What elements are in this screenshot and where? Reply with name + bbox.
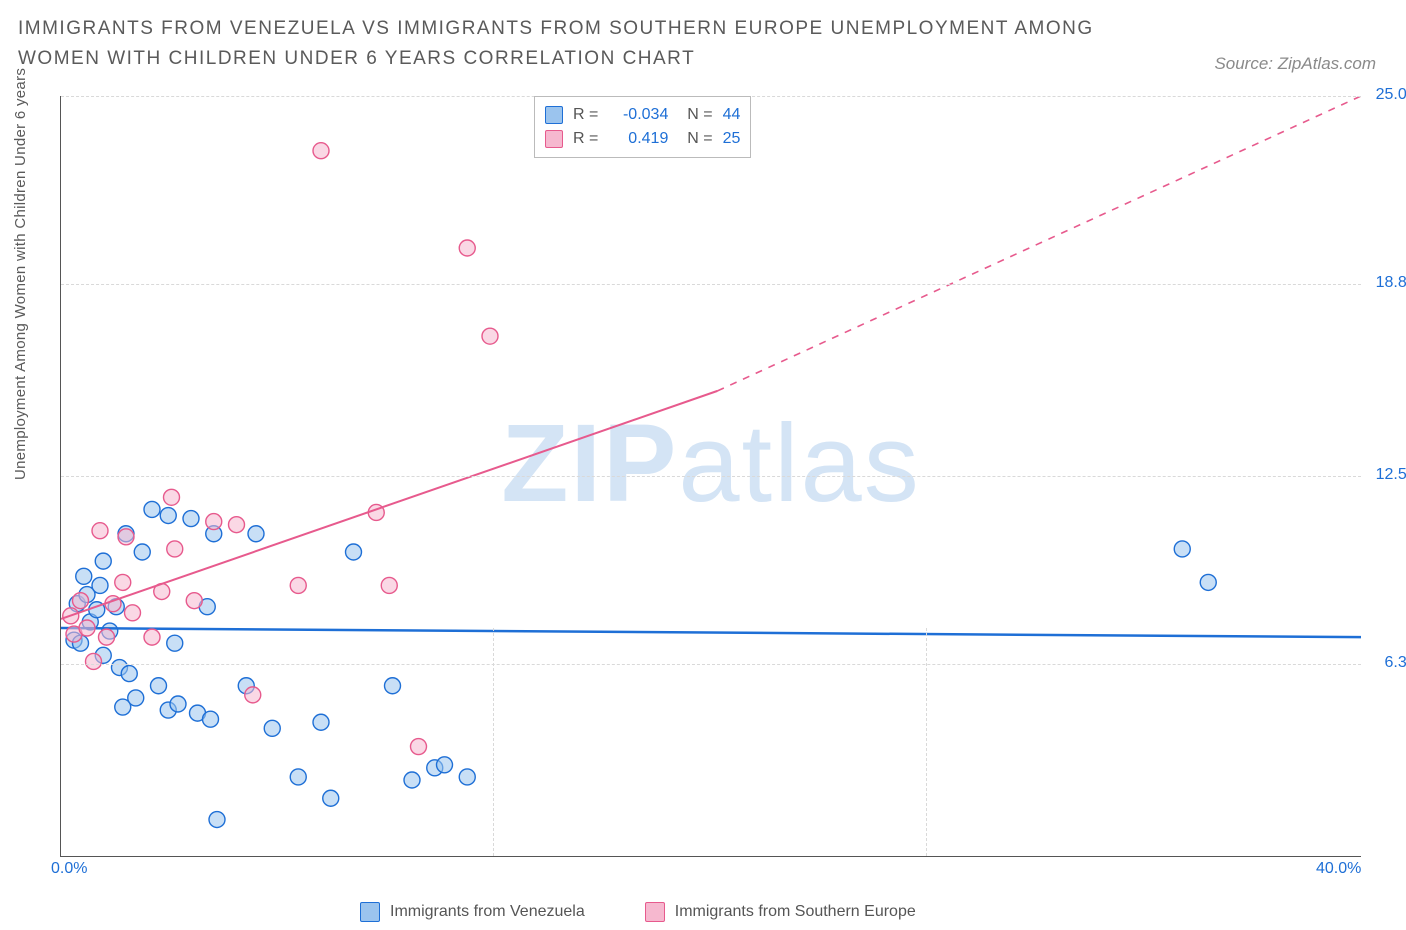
stat-value-n: 44 <box>723 103 741 127</box>
stats-swatch-icon <box>545 106 563 124</box>
data-point <box>1174 541 1190 557</box>
data-point <box>459 769 475 785</box>
data-point <box>134 544 150 560</box>
data-point <box>118 529 134 545</box>
gridline-vertical <box>926 628 927 856</box>
data-point <box>167 635 183 651</box>
x-tick-label: 40.0% <box>1316 860 1361 878</box>
data-point <box>323 790 339 806</box>
data-point <box>125 605 141 621</box>
data-point <box>167 541 183 557</box>
chart-figure: IMMIGRANTS FROM VENEZUELA VS IMMIGRANTS … <box>0 0 1406 930</box>
data-point <box>459 240 475 256</box>
data-point <box>206 514 222 530</box>
data-point <box>411 739 427 755</box>
gridline-horizontal <box>61 476 1361 477</box>
data-point <box>248 526 264 542</box>
y-tick-label: 25.0% <box>1376 86 1406 104</box>
data-point <box>229 517 245 533</box>
data-point <box>76 568 92 584</box>
data-point <box>79 620 95 636</box>
data-point <box>313 714 329 730</box>
legend-swatch-icon <box>645 902 665 922</box>
data-point <box>92 523 108 539</box>
chart-title: IMMIGRANTS FROM VENEZUELA VS IMMIGRANTS … <box>18 14 1108 75</box>
regression-line <box>61 628 1361 637</box>
data-point <box>437 757 453 773</box>
x-tick-label: 0.0% <box>51 860 87 878</box>
stat-value-n: 25 <box>723 127 741 151</box>
data-point <box>170 696 186 712</box>
legend-label: Immigrants from Southern Europe <box>675 903 916 921</box>
source-credit: Source: ZipAtlas.com <box>1214 54 1376 74</box>
data-point <box>209 812 225 828</box>
data-point <box>121 666 137 682</box>
stats-row: R = 0.419 N = 25 <box>545 127 740 151</box>
data-point <box>144 629 160 645</box>
legend-swatch-icon <box>360 902 380 922</box>
stats-swatch-icon <box>545 130 563 148</box>
data-point <box>186 593 202 609</box>
y-tick-label: 12.5% <box>1376 466 1406 484</box>
gridline-horizontal <box>61 284 1361 285</box>
data-point <box>404 772 420 788</box>
data-point <box>144 501 160 517</box>
legend-label: Immigrants from Venezuela <box>390 903 585 921</box>
legend-item-southern-europe: Immigrants from Southern Europe <box>645 902 916 922</box>
y-axis-label: Unemployment Among Women with Children U… <box>12 68 29 480</box>
data-point <box>313 143 329 159</box>
stats-row: R = -0.034 N = 44 <box>545 103 740 127</box>
stat-value-r: 0.419 <box>608 127 668 151</box>
stat-label-r: R = <box>573 103 598 127</box>
data-point <box>160 508 176 524</box>
y-tick-label: 18.8% <box>1376 274 1406 292</box>
data-point <box>99 629 115 645</box>
data-point <box>1200 574 1216 590</box>
data-point <box>482 328 498 344</box>
correlation-stats-box: R = -0.034 N = 44 R = 0.419 N = 25 <box>534 96 751 158</box>
stat-label-r: R = <box>573 127 598 151</box>
data-point <box>381 577 397 593</box>
stat-label-n: N = <box>678 127 712 151</box>
data-point <box>203 711 219 727</box>
data-point <box>115 574 131 590</box>
data-point <box>86 653 102 669</box>
data-point <box>92 577 108 593</box>
stat-value-r: -0.034 <box>608 103 668 127</box>
data-point <box>290 577 306 593</box>
plot-area: ZIPatlas 6.3%12.5%18.8%25.0%0.0%40.0%R =… <box>60 96 1361 857</box>
legend-item-venezuela: Immigrants from Venezuela <box>360 902 585 922</box>
data-point <box>290 769 306 785</box>
legend: Immigrants from Venezuela Immigrants fro… <box>360 902 916 922</box>
data-point <box>151 678 167 694</box>
data-point <box>183 511 199 527</box>
data-point <box>95 553 111 569</box>
data-point <box>164 489 180 505</box>
data-point <box>385 678 401 694</box>
gridline-horizontal <box>61 664 1361 665</box>
data-point <box>346 544 362 560</box>
y-tick-label: 6.3% <box>1385 654 1406 672</box>
regression-line-extrapolated <box>718 96 1362 391</box>
data-point <box>73 593 89 609</box>
data-point <box>264 720 280 736</box>
gridline-vertical <box>493 628 494 856</box>
stat-label-n: N = <box>678 103 712 127</box>
data-point <box>245 687 261 703</box>
data-point <box>128 690 144 706</box>
